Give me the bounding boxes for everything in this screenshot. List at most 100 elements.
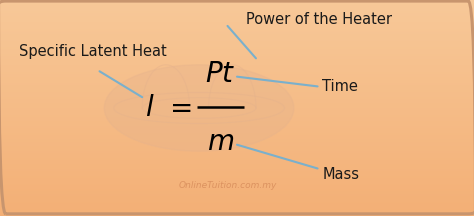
Text: $=$: $=$ xyxy=(164,95,191,121)
Bar xyxy=(0,202,474,203)
Bar xyxy=(0,119,474,121)
Bar xyxy=(0,131,474,133)
Bar xyxy=(0,14,474,16)
Bar xyxy=(0,63,474,65)
Bar xyxy=(0,18,474,20)
Bar xyxy=(0,76,474,77)
Bar xyxy=(0,178,474,180)
Bar xyxy=(0,135,474,137)
Bar xyxy=(0,95,474,97)
Bar xyxy=(0,173,474,175)
Bar xyxy=(0,142,474,144)
Bar xyxy=(0,45,474,47)
Text: $m$: $m$ xyxy=(207,129,234,156)
Bar xyxy=(0,99,474,101)
Bar xyxy=(0,189,474,191)
Bar xyxy=(0,149,474,151)
Bar xyxy=(0,166,474,167)
Bar xyxy=(0,36,474,38)
Bar xyxy=(0,205,474,207)
Bar xyxy=(0,0,474,2)
Bar xyxy=(0,4,474,5)
Bar xyxy=(0,40,474,41)
Bar xyxy=(0,83,474,85)
Bar xyxy=(0,196,474,198)
Bar xyxy=(0,97,474,99)
Text: $l$: $l$ xyxy=(145,95,154,121)
Bar xyxy=(0,207,474,209)
Bar xyxy=(0,79,474,81)
Bar xyxy=(0,169,474,171)
Bar xyxy=(0,34,474,36)
Bar xyxy=(0,68,474,70)
Bar xyxy=(0,27,474,29)
Bar xyxy=(0,185,474,187)
Bar xyxy=(0,160,474,162)
Bar xyxy=(0,16,474,18)
Bar xyxy=(0,81,474,83)
Bar xyxy=(0,59,474,61)
Bar xyxy=(0,139,474,140)
Bar xyxy=(0,110,474,112)
Bar xyxy=(0,155,474,157)
Text: Power of the Heater: Power of the Heater xyxy=(246,12,392,27)
Bar xyxy=(0,56,474,58)
Bar xyxy=(0,144,474,146)
Bar xyxy=(0,11,474,13)
Bar xyxy=(0,194,474,196)
Bar xyxy=(0,58,474,59)
Bar xyxy=(0,50,474,52)
Bar xyxy=(0,52,474,54)
Bar xyxy=(0,162,474,164)
Bar xyxy=(0,25,474,27)
Bar xyxy=(0,137,474,139)
Bar xyxy=(0,106,474,108)
Bar xyxy=(0,108,474,110)
Bar xyxy=(0,47,474,49)
Bar xyxy=(0,187,474,189)
Bar xyxy=(0,13,474,14)
Bar xyxy=(0,115,474,117)
Bar xyxy=(0,203,474,205)
Bar xyxy=(0,92,474,94)
Bar xyxy=(0,164,474,166)
Bar xyxy=(0,90,474,92)
Bar xyxy=(0,133,474,135)
Bar xyxy=(0,9,474,11)
Bar xyxy=(0,128,474,130)
Bar xyxy=(0,31,474,32)
Bar xyxy=(0,200,474,202)
Bar xyxy=(0,212,474,214)
Bar xyxy=(0,176,474,178)
Bar xyxy=(0,146,474,148)
Bar xyxy=(0,29,474,31)
Bar xyxy=(0,140,474,142)
Bar xyxy=(0,112,474,113)
Bar xyxy=(0,103,474,104)
Bar xyxy=(0,130,474,131)
Bar xyxy=(0,67,474,68)
Bar xyxy=(0,180,474,182)
Bar xyxy=(0,61,474,63)
Bar xyxy=(0,38,474,40)
Bar xyxy=(0,94,474,95)
Text: Time: Time xyxy=(322,79,358,94)
Bar xyxy=(0,104,474,106)
Bar xyxy=(0,65,474,67)
Bar xyxy=(0,209,474,211)
Bar xyxy=(0,121,474,122)
Bar xyxy=(0,32,474,34)
Bar xyxy=(0,126,474,128)
Bar xyxy=(0,70,474,72)
Bar xyxy=(0,86,474,88)
Bar xyxy=(0,193,474,194)
Bar xyxy=(0,157,474,158)
Bar xyxy=(0,122,474,124)
Bar xyxy=(0,20,474,22)
Bar xyxy=(0,198,474,200)
Text: Mass: Mass xyxy=(322,167,359,183)
Bar xyxy=(0,117,474,119)
Circle shape xyxy=(104,65,294,151)
Bar xyxy=(0,72,474,74)
Bar xyxy=(0,22,474,23)
